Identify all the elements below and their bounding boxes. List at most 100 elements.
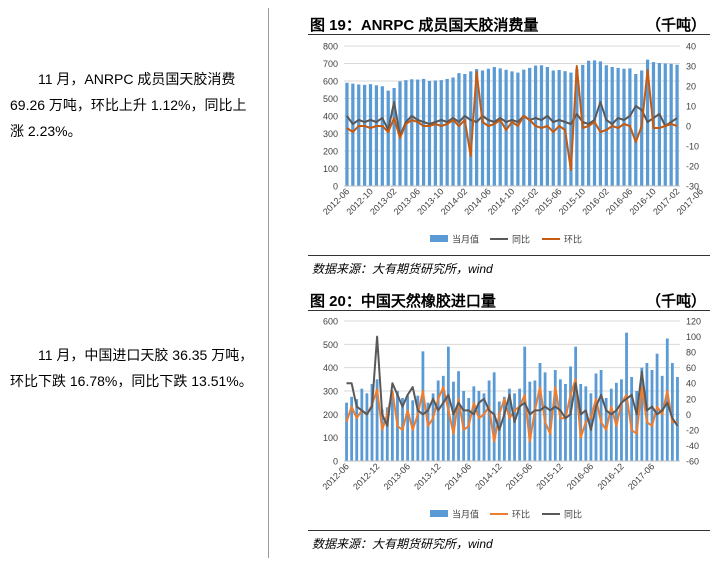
y-right-tick-label: -60 — [686, 457, 699, 467]
chart-bottom-rule — [308, 530, 710, 531]
bar — [516, 72, 520, 186]
y-right-tick-label: 40 — [686, 379, 696, 389]
x-tick-label: 2016-12 — [595, 461, 625, 491]
bar — [385, 407, 389, 461]
bar — [345, 402, 348, 461]
bar — [553, 370, 557, 461]
bar — [504, 69, 508, 186]
title-rule — [308, 310, 710, 311]
bar — [390, 392, 394, 461]
x-tick-label: 2013-06 — [382, 461, 412, 491]
bar — [634, 74, 638, 186]
bar — [480, 70, 485, 186]
bar — [427, 81, 432, 186]
y-right-tick-label: -20 — [686, 162, 699, 172]
y-right-tick-label: -10 — [686, 142, 699, 152]
figure-title: 图 20：中国天然橡胶进口量 — [310, 293, 496, 310]
bar — [518, 388, 522, 461]
bar — [640, 367, 644, 461]
bar — [622, 68, 626, 186]
bar — [564, 384, 567, 461]
paragraph-line: 环比下跌 16.78%，同比下跌 13.51%。 — [10, 373, 253, 389]
y-right-tick-label: 100 — [686, 332, 701, 342]
bar — [569, 72, 573, 186]
bar — [558, 379, 562, 461]
bar — [665, 338, 669, 461]
paragraph-line: 涨 2.23%。 — [10, 123, 82, 139]
bar — [575, 69, 579, 186]
figure-title: 图 19：ANRPC 成员国天胶消费量 — [310, 17, 539, 34]
figure-source: 数据来源：大有期货研究所，wind — [312, 262, 493, 276]
bar — [457, 73, 461, 186]
bar — [351, 83, 355, 186]
bar — [357, 84, 361, 186]
chart-china-rubber-import: 0 100 200 300 400 500 600 -60 -40 -20 0 20 40 60 80 100… — [308, 311, 710, 527]
bar — [487, 380, 491, 461]
bar — [421, 351, 425, 461]
chart-anrpc-consumption: 0 100 200 300 400 500 600 700 800 -30 -20 -10 0 10 20 3… — [308, 36, 710, 252]
bar — [386, 90, 390, 186]
bar — [676, 377, 679, 461]
bar — [594, 373, 598, 461]
bar — [426, 402, 430, 461]
bar — [563, 71, 567, 186]
bar — [463, 74, 467, 186]
bar — [380, 409, 384, 461]
bar — [660, 375, 664, 461]
bar — [510, 71, 514, 186]
y-left-tick-label: 400 — [323, 112, 338, 122]
series-line — [346, 335, 679, 431]
y-right-tick-label: 0 — [686, 410, 691, 420]
y-left-tick-label: 0 — [333, 182, 338, 192]
y-left-tick-label: 800 — [323, 42, 338, 52]
paragraph-anrpc-consumption: 11 月，ANRPC 成员国天胶消费 69.26 万吨，环比上升 1.12%，同… — [10, 66, 265, 144]
legend-label: 同比 — [512, 234, 530, 245]
y-right-tick-label: 40 — [686, 42, 696, 52]
bar — [421, 78, 426, 186]
legend-label: 当月值 — [452, 509, 479, 520]
legend-swatch — [430, 235, 448, 242]
bar — [406, 395, 410, 461]
bar — [539, 65, 544, 186]
bar — [533, 380, 537, 461]
bar — [508, 388, 511, 461]
x-tick-label: 2014-12 — [473, 461, 503, 491]
text-column: 11 月，ANRPC 成员国天胶消费 69.26 万吨，环比上升 1.12%，同… — [0, 0, 270, 567]
paragraph-line: 11 月，中国进口天胶 36.35 万吨， — [38, 347, 254, 363]
y-left-tick-label: 400 — [323, 363, 338, 373]
bar — [599, 370, 603, 461]
y-left-tick-label: 600 — [323, 77, 338, 87]
bar — [457, 371, 460, 461]
bar — [620, 379, 623, 461]
y-left-tick-label: 200 — [323, 410, 338, 420]
bar — [502, 396, 506, 461]
bar — [467, 398, 471, 461]
y-left-tick-label: 500 — [323, 94, 338, 104]
bar — [538, 363, 542, 461]
y-right-tick-label: -40 — [686, 441, 699, 451]
x-tick-label: 2014-06 — [443, 461, 473, 491]
legend-label: 环比 — [512, 509, 530, 520]
bar — [431, 393, 435, 461]
bar — [551, 70, 555, 186]
chart-svg: 0 100 200 300 400 500 600 700 800 -30 -20 -10 0 10 20 3… — [321, 42, 705, 245]
bar — [609, 388, 613, 461]
y-right-tick-label: -20 — [686, 425, 699, 435]
x-tick-label: 2012-12 — [351, 461, 381, 491]
bar — [360, 388, 364, 461]
legend-label: 当月值 — [452, 234, 479, 245]
bar — [446, 346, 450, 461]
bar — [598, 61, 603, 186]
bar — [472, 386, 476, 461]
bar — [670, 363, 674, 461]
y-left-tick-label: 300 — [323, 129, 338, 139]
bar — [374, 85, 379, 186]
bar — [416, 79, 420, 186]
y-right-tick-label: 10 — [686, 102, 696, 112]
bar — [410, 79, 414, 186]
x-tick-label: 2013-12 — [412, 461, 442, 491]
y-left-tick-label: 200 — [323, 147, 338, 157]
series-line — [346, 65, 678, 171]
y-right-tick-label: 20 — [686, 82, 696, 92]
y-right-tick-label: 60 — [686, 363, 696, 373]
